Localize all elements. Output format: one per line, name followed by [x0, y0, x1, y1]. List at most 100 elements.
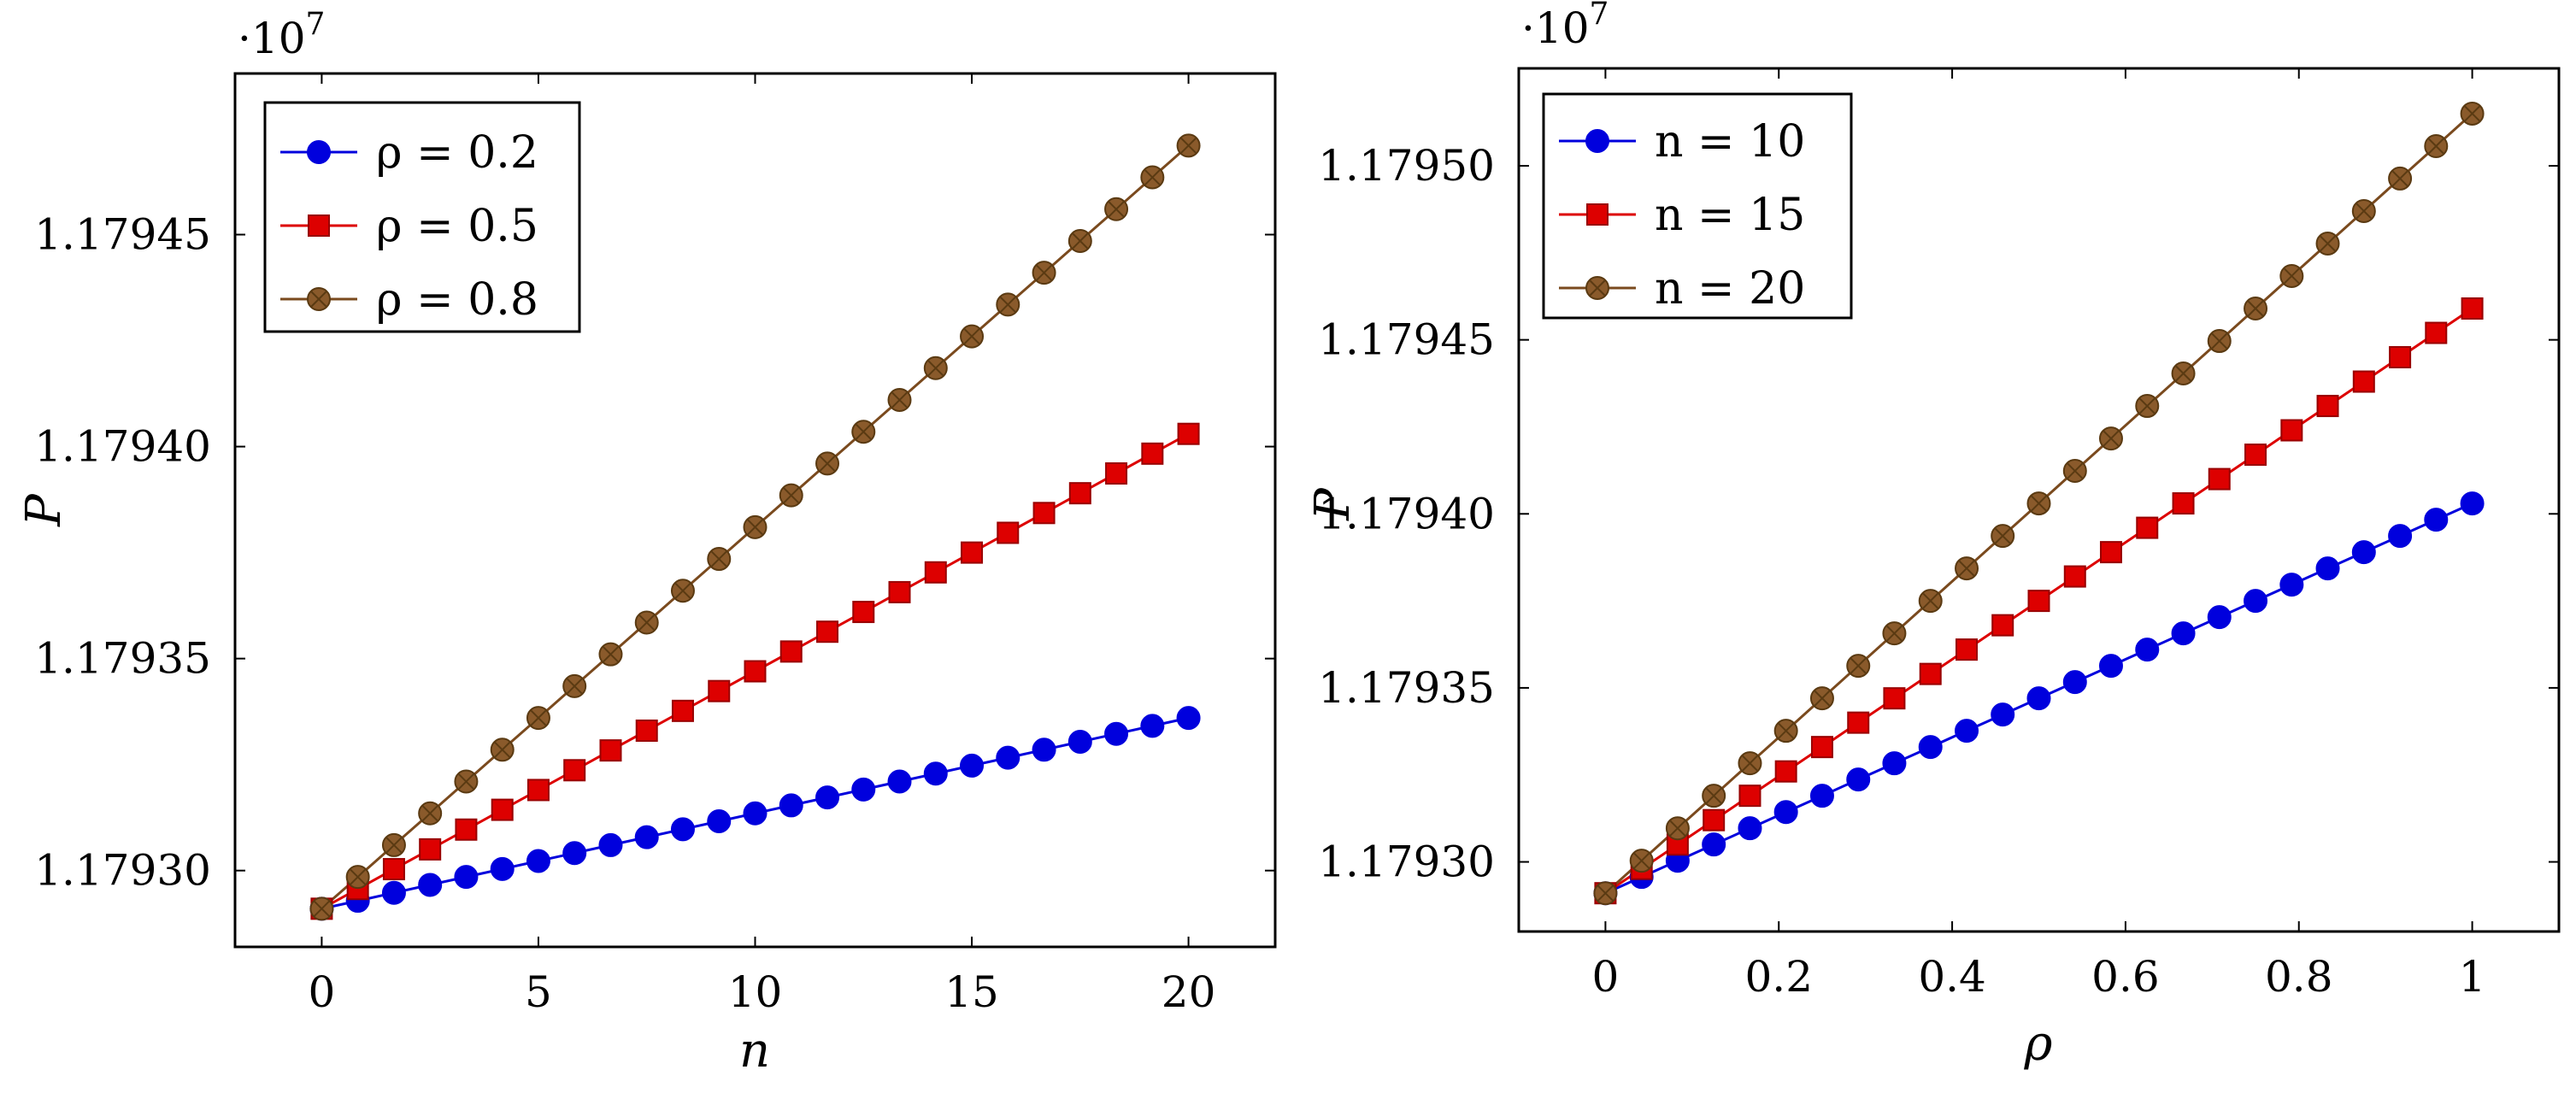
data-point	[743, 514, 768, 539]
data-point	[779, 483, 803, 508]
data-point	[2389, 346, 2412, 369]
x-tick-label: 10	[728, 967, 783, 1017]
data-point	[490, 738, 515, 762]
data-point	[851, 777, 876, 802]
data-point	[1177, 422, 1200, 445]
y-multiplier-right: ·107	[1521, 0, 1609, 53]
data-point	[2062, 459, 2087, 484]
data-point	[1991, 524, 2015, 549]
legend-label: n = 20	[1655, 263, 1805, 314]
data-point	[2351, 540, 2376, 565]
data-point	[2171, 361, 2196, 385]
data-point	[2244, 444, 2267, 467]
data-point	[1665, 816, 1690, 841]
data-point	[887, 769, 912, 794]
data-point	[1918, 735, 1943, 760]
data-point	[2026, 686, 2051, 711]
data-point	[1738, 816, 1762, 841]
data-point	[1141, 442, 1164, 465]
data-point	[1738, 751, 1762, 776]
data-point	[2460, 491, 2485, 516]
legend-label: n = 10	[1655, 116, 1805, 167]
data-point	[1738, 785, 1761, 808]
x-axis-label-left: n	[739, 1023, 770, 1078]
data-point	[526, 849, 550, 873]
y-tick-label: 1.17930	[34, 846, 211, 896]
y-tick-label: 1.17930	[1318, 837, 1495, 887]
legend-marker	[1585, 276, 1609, 300]
y-tick-label: 1.17935	[34, 634, 211, 684]
data-point	[2098, 426, 2123, 451]
data-point	[2388, 524, 2413, 549]
data-point	[923, 356, 948, 380]
data-point	[526, 706, 550, 731]
data-point	[2172, 492, 2195, 515]
data-point	[1140, 165, 1165, 190]
data-point	[635, 719, 658, 742]
x-tick-label: 0	[1592, 952, 1620, 1002]
data-point	[1955, 556, 1979, 581]
x-axis-label-right: ρ	[2024, 1016, 2053, 1072]
data-point	[598, 642, 623, 667]
data-point	[2135, 638, 2160, 662]
data-point	[1104, 721, 1129, 746]
data-point	[2461, 297, 2484, 320]
data-point	[418, 873, 443, 897]
data-point	[2388, 166, 2413, 191]
data-point	[2280, 419, 2303, 442]
data-point	[562, 841, 587, 866]
data-point	[2098, 654, 2123, 679]
plot-frame-right	[1517, 67, 2561, 933]
data-point	[382, 858, 405, 881]
data-point	[1067, 228, 1092, 253]
data-point	[960, 753, 985, 778]
legend-label: ρ = 0.5	[376, 201, 538, 252]
data-point	[2279, 263, 2304, 288]
data-point	[2136, 516, 2159, 539]
data-point	[997, 521, 1020, 544]
data-point	[1810, 736, 1833, 759]
data-point	[598, 832, 623, 857]
data-point	[1702, 832, 1726, 857]
data-point	[454, 769, 479, 794]
data-point	[1068, 482, 1091, 505]
data-point	[1140, 714, 1165, 738]
data-point	[744, 660, 767, 683]
data-point	[1991, 614, 2014, 637]
x-tick-label: 0	[309, 967, 336, 1017]
data-point	[1032, 738, 1056, 762]
data-point	[1809, 784, 1834, 808]
data-point	[1702, 784, 1726, 808]
x-tick-label: 15	[944, 967, 999, 1017]
data-point	[2244, 297, 2268, 321]
data-point	[779, 793, 803, 818]
x-tick-label: 0.2	[1744, 952, 1813, 1002]
legend-marker	[308, 215, 330, 237]
x-tick-label: 0.8	[2265, 952, 2333, 1002]
data-point	[1991, 702, 2015, 727]
data-point	[1846, 767, 1871, 792]
data-point	[2135, 394, 2160, 419]
data-point	[418, 801, 443, 826]
data-point	[1846, 654, 1871, 679]
data-point	[2207, 329, 2232, 354]
data-point	[1593, 881, 1618, 906]
data-point	[996, 745, 1020, 770]
data-point	[851, 420, 876, 444]
data-point	[1883, 687, 1906, 710]
data-point	[490, 856, 515, 881]
data-point	[1067, 730, 1092, 755]
data-point	[743, 801, 768, 826]
data-point	[381, 880, 406, 905]
data-point	[923, 761, 948, 786]
data-point	[1032, 261, 1056, 285]
data-point	[2351, 198, 2376, 223]
data-point	[2425, 321, 2448, 344]
data-point	[2208, 467, 2231, 491]
data-point	[1773, 800, 1798, 825]
data-point	[491, 798, 514, 821]
data-point	[2279, 573, 2304, 597]
data-point	[2316, 395, 2339, 418]
data-point	[2424, 508, 2449, 532]
data-point	[2026, 491, 2051, 516]
